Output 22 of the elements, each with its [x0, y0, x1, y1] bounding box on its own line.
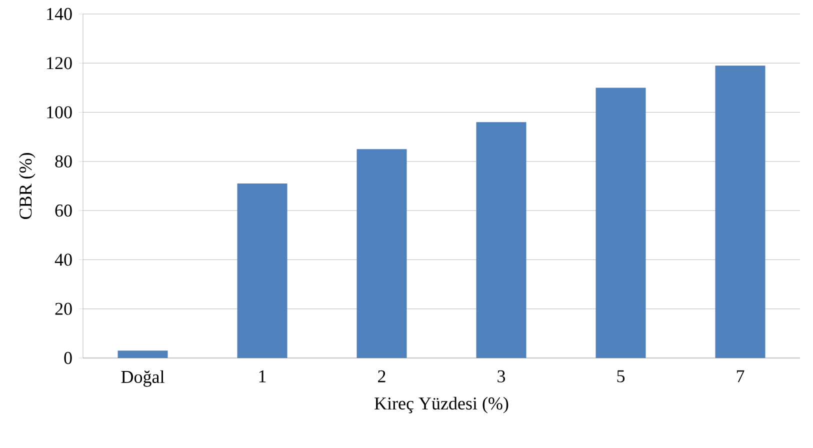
x-axis-title: Kireç Yüzdesi (%) [374, 396, 508, 414]
x-tick-label: 7 [736, 370, 744, 382]
y-tick-label: 60 [55, 204, 72, 217]
y-tick-label: 80 [55, 155, 72, 168]
y-tick-label: 40 [54, 254, 72, 266]
bar [356, 149, 407, 358]
bar [596, 88, 646, 358]
y-axis-title: CBR (%) [19, 153, 36, 220]
bar [118, 350, 168, 358]
x-tick-label: 2 [378, 370, 386, 382]
y-tick-label: 100 [47, 106, 72, 118]
x-tick-label: 5 [617, 370, 625, 382]
y-tick-label: 140 [47, 8, 72, 20]
bar [715, 66, 766, 358]
y-tick-label: 120 [47, 57, 72, 70]
x-tick-label: Doğal [121, 370, 164, 387]
y-tick-label: 20 [55, 302, 72, 315]
y-tick-label: 0 [64, 352, 72, 364]
x-tick-label: 3 [498, 370, 506, 382]
bar [476, 122, 526, 358]
bar [237, 184, 288, 358]
x-tick-label: 1 [259, 370, 266, 382]
